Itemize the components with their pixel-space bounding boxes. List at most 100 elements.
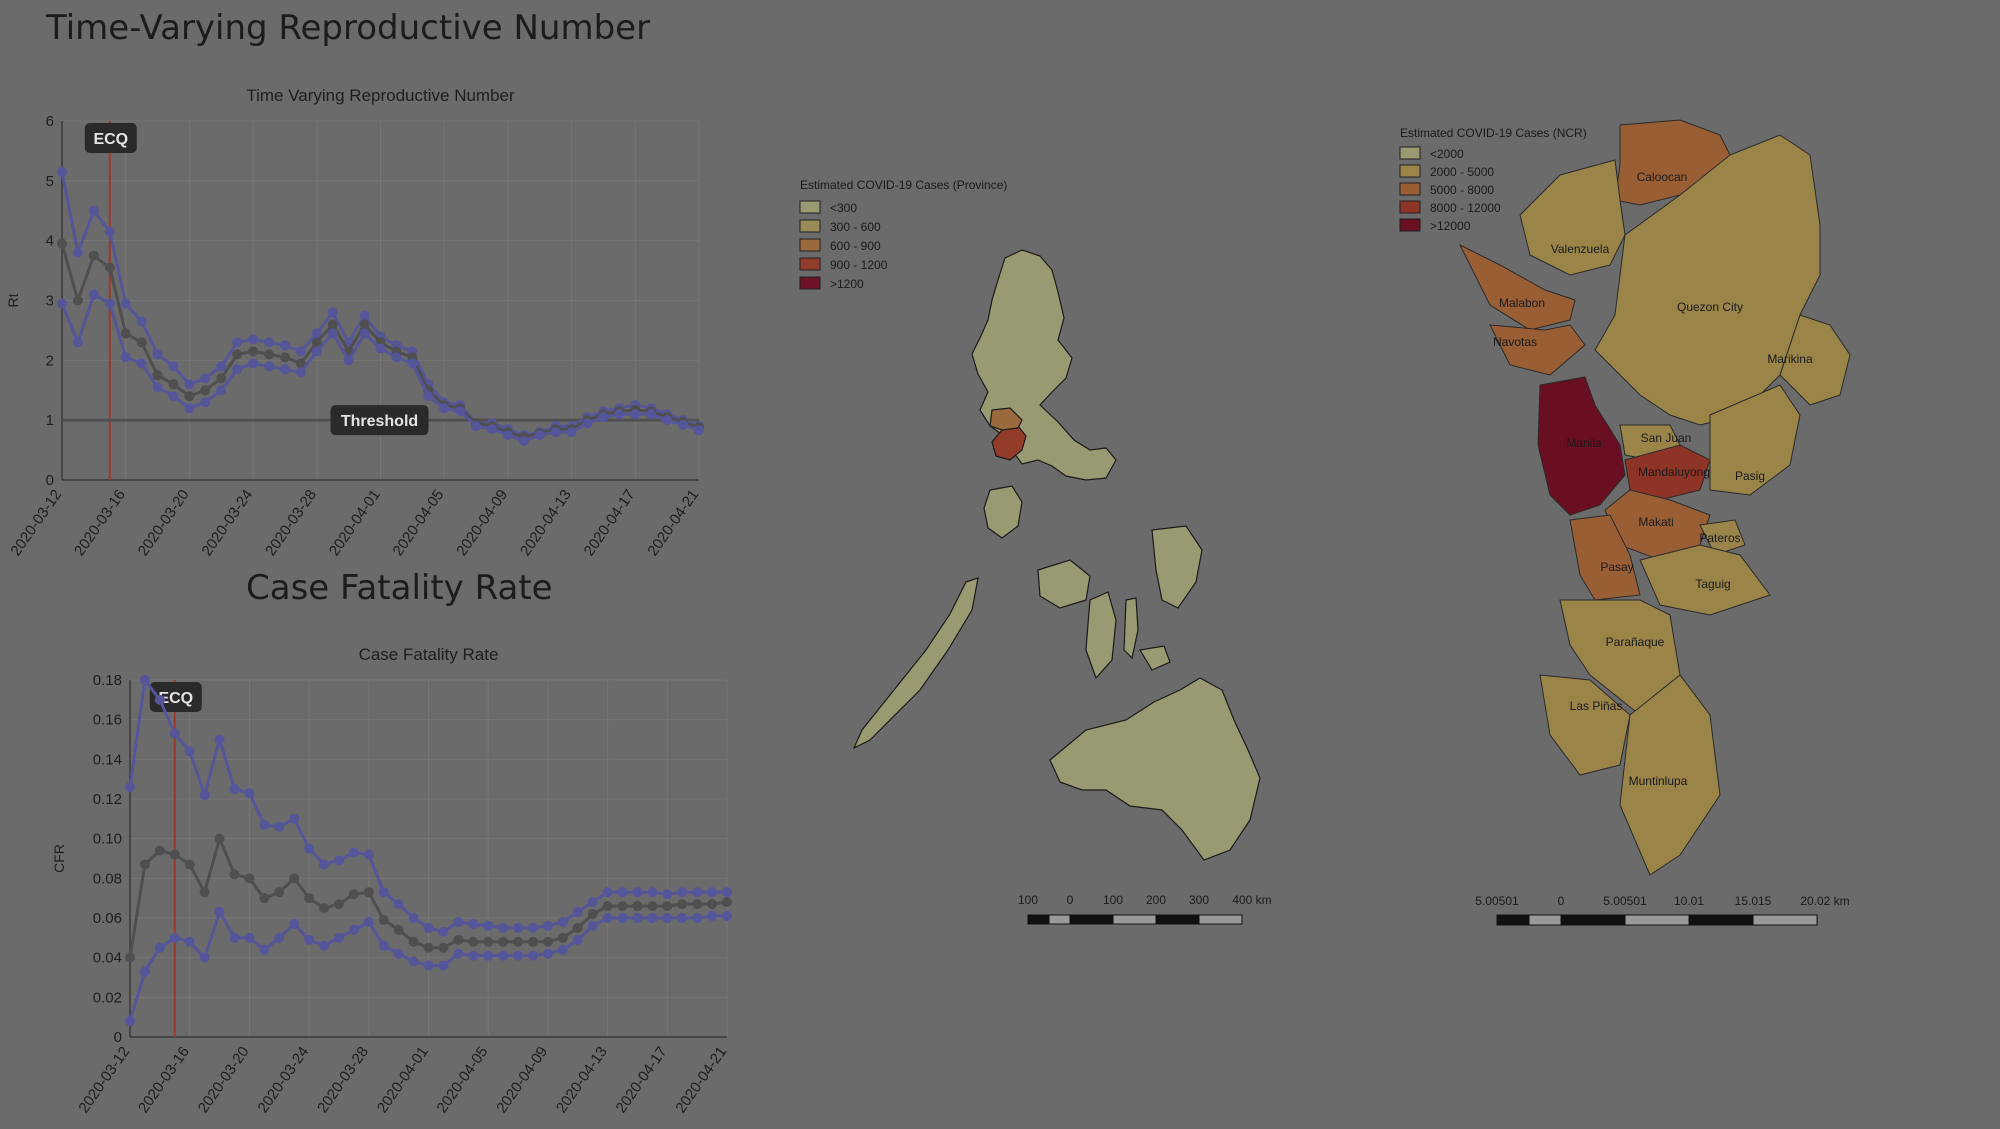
data-point-lower <box>423 391 434 402</box>
data-point-lower <box>168 391 179 402</box>
data-point-lower <box>289 918 300 929</box>
ecq-badge-label: ECQ <box>93 131 128 148</box>
data-point-lower <box>646 409 657 420</box>
data-point-lower <box>677 913 688 923</box>
data-point-estimate <box>120 328 131 339</box>
x-tick-label: 2020-03-24 <box>198 487 256 560</box>
data-point-estimate <box>327 319 338 330</box>
data-point-lower <box>678 419 689 430</box>
legend-label: 900 - 1200 <box>830 258 888 272</box>
data-point-lower <box>152 382 163 393</box>
data-point-estimate <box>423 942 434 953</box>
x-tick-label: 2020-03-16 <box>135 1044 193 1117</box>
legend-swatch <box>1399 200 1421 214</box>
data-point-lower <box>566 427 577 438</box>
rt-chart: Time Varying Reproductive Number Rt 0 1 2 3 4 5… <box>5 86 704 560</box>
legend-label: <300 <box>830 201 857 215</box>
data-point-upper <box>327 307 338 318</box>
data-point-estimate <box>692 899 703 910</box>
data-point-lower <box>439 403 450 414</box>
data-point-lower <box>662 913 673 923</box>
data-point-estimate <box>304 893 315 904</box>
y-tick-label: 4 <box>46 233 54 250</box>
data-point-lower <box>707 911 718 922</box>
data-point-lower <box>471 421 482 432</box>
data-point-upper <box>572 907 583 918</box>
rt-section-title: Time-Varying Reproductive Number <box>46 8 651 48</box>
data-point-lower <box>542 948 553 959</box>
data-point-lower <box>359 328 370 339</box>
scale-label: 100 <box>1103 893 1123 907</box>
city-label-las-pinas: Las Piñas <box>1570 699 1623 713</box>
data-point-estimate <box>587 909 598 920</box>
data-point-upper <box>72 247 83 258</box>
data-point-lower <box>214 907 225 918</box>
data-point-lower <box>647 913 658 923</box>
city-label-pateros: Pateros <box>1699 531 1740 545</box>
data-point-lower <box>295 367 306 378</box>
data-point-upper <box>333 855 344 866</box>
data-point-lower <box>200 397 211 408</box>
data-point-estimate <box>662 901 673 912</box>
data-point-lower <box>598 412 609 423</box>
data-point-estimate <box>214 833 225 844</box>
data-point-lower <box>518 436 529 447</box>
district-pateros <box>1699 519 1746 556</box>
y-tick-label: 0 <box>46 472 54 489</box>
x-tick-label: 2020-03-12 <box>7 487 65 560</box>
data-point-lower <box>274 932 285 943</box>
legend-swatch <box>1399 182 1421 196</box>
data-point-upper <box>125 782 135 793</box>
district-pasay <box>1569 514 1641 601</box>
data-point-estimate <box>498 936 509 947</box>
data-point-estimate <box>200 385 211 396</box>
legend-swatch <box>799 276 821 290</box>
data-point-estimate <box>438 942 449 953</box>
data-point-upper <box>274 821 285 832</box>
data-point-lower <box>375 343 386 354</box>
data-point-lower <box>582 418 593 429</box>
district-muntinlupa <box>1619 674 1721 876</box>
data-point-estimate <box>152 370 163 381</box>
data-point-upper <box>279 340 290 351</box>
data-point-lower <box>393 948 404 959</box>
ncr-legend: <2000 2000 - 5000 5000 - 8000 8000 - 12000 >… <box>1399 146 1501 233</box>
x-tick-label: 2020-04-01 <box>374 1044 432 1117</box>
data-point-estimate <box>527 936 538 947</box>
ncr-map-panel: Estimated COVID-19 Cases (NCR) <2000 2000… <box>1380 115 1880 935</box>
ncr-scale-bar: 5.00501 0 5.00501 10.01 15.015 20.02 km <box>1475 894 1850 926</box>
data-point-lower <box>72 337 83 348</box>
city-label-valenzuela: Valenzuela <box>1551 242 1610 256</box>
x-tick-label: 2020-03-28 <box>314 1044 372 1117</box>
data-point-lower <box>527 950 538 961</box>
data-point-upper <box>513 922 524 933</box>
data-point-upper <box>378 887 389 898</box>
data-point-upper <box>557 916 568 927</box>
data-point-estimate <box>154 845 165 856</box>
data-point-estimate <box>359 319 370 330</box>
data-point-estimate <box>57 238 67 249</box>
legend-label: 600 - 900 <box>830 239 881 253</box>
ncr-legend-title: Estimated COVID-19 Cases (NCR) <box>1400 126 1587 140</box>
scale-label: 15.015 <box>1735 894 1772 908</box>
data-point-estimate <box>542 936 553 947</box>
data-point-estimate <box>453 934 464 945</box>
data-point-upper <box>408 913 419 923</box>
y-tick-label: 0.02 <box>93 989 122 1006</box>
legend-swatch <box>1399 164 1421 178</box>
y-tick-label: 0.16 <box>93 712 122 729</box>
cebu-island <box>1123 597 1139 660</box>
city-label-manila: Manila <box>1566 436 1602 450</box>
legend-swatch <box>1399 146 1421 160</box>
data-point-estimate <box>216 373 227 384</box>
data-point-estimate <box>199 887 210 898</box>
chart-title: Case Fatality Rate <box>359 645 499 664</box>
data-point-estimate <box>333 899 344 910</box>
data-point-upper <box>244 788 255 799</box>
district-marikina <box>1779 314 1851 406</box>
data-point-lower <box>662 415 673 426</box>
data-point-estimate <box>244 873 255 884</box>
y-tick-label: 6 <box>46 113 54 130</box>
y-tick-label: 1 <box>46 412 54 429</box>
data-point-lower <box>486 424 497 435</box>
